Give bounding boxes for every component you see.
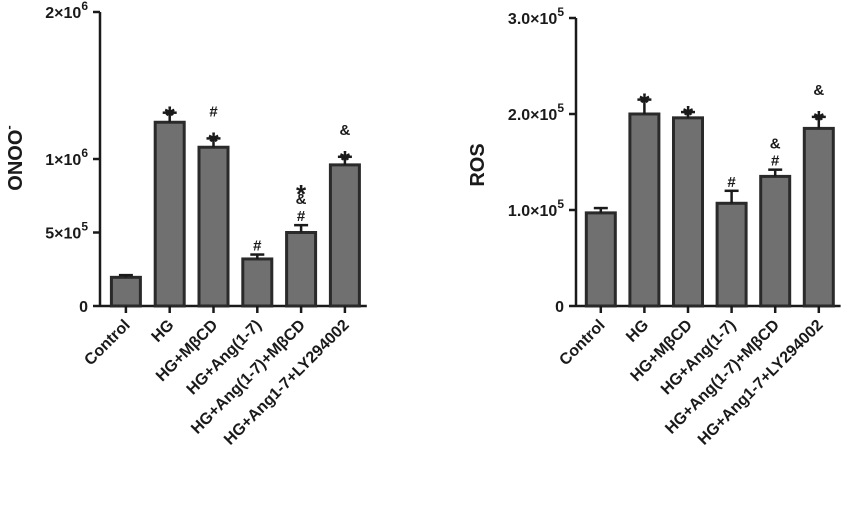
significance-marker: # bbox=[771, 153, 780, 170]
significance-marker: # bbox=[253, 238, 262, 255]
y-tick-label: 1.0×105 bbox=[508, 197, 564, 220]
significance-marker: * bbox=[296, 179, 307, 209]
y-axis-label: ONOO- bbox=[1, 125, 27, 190]
significance-marker: & bbox=[296, 191, 307, 208]
x-tick-label: Control bbox=[556, 317, 608, 369]
significance-marker: * bbox=[340, 145, 351, 175]
significance-marker: * bbox=[208, 126, 219, 156]
bar-1 bbox=[584, 211, 617, 308]
bar-1 bbox=[109, 275, 142, 308]
x-tick-label: HG+Ang(1-7) bbox=[658, 317, 739, 398]
y-axis-label: ROS bbox=[467, 143, 489, 186]
significance-marker: & bbox=[770, 136, 781, 153]
significance-marker: * bbox=[165, 101, 176, 131]
significance-marker: & bbox=[339, 122, 350, 139]
significance-marker: * bbox=[639, 88, 650, 118]
bar-6 bbox=[328, 163, 361, 308]
significance-marker: & bbox=[813, 82, 824, 99]
bar-5 bbox=[759, 174, 792, 308]
y-tick-label: 1×106 bbox=[45, 146, 88, 169]
x-tick-label: Control bbox=[81, 317, 133, 369]
bar-5 bbox=[285, 231, 318, 308]
bar-4 bbox=[715, 201, 748, 308]
y-tick-label: 2×106 bbox=[45, 0, 88, 22]
y-tick-label: 0 bbox=[555, 299, 564, 316]
y-tick-label: 0 bbox=[79, 299, 88, 316]
x-tick-label: HG bbox=[149, 317, 178, 346]
significance-marker: * bbox=[683, 100, 694, 130]
x-tick-label: HG bbox=[623, 317, 652, 346]
significance-marker: # bbox=[209, 103, 218, 120]
y-tick-label: 3.0×105 bbox=[508, 5, 564, 28]
significance-marker: # bbox=[297, 208, 306, 225]
y-tick-label: 5×105 bbox=[45, 220, 88, 243]
significance-marker: * bbox=[814, 105, 825, 135]
significance-marker: # bbox=[727, 174, 736, 191]
bar-6 bbox=[802, 126, 835, 308]
bar-3 bbox=[197, 145, 230, 308]
bar-2 bbox=[628, 112, 661, 308]
y-tick-label: 2.0×105 bbox=[508, 101, 564, 124]
bar-2 bbox=[153, 120, 186, 308]
bar-3 bbox=[672, 116, 704, 308]
bar-4 bbox=[241, 257, 274, 308]
